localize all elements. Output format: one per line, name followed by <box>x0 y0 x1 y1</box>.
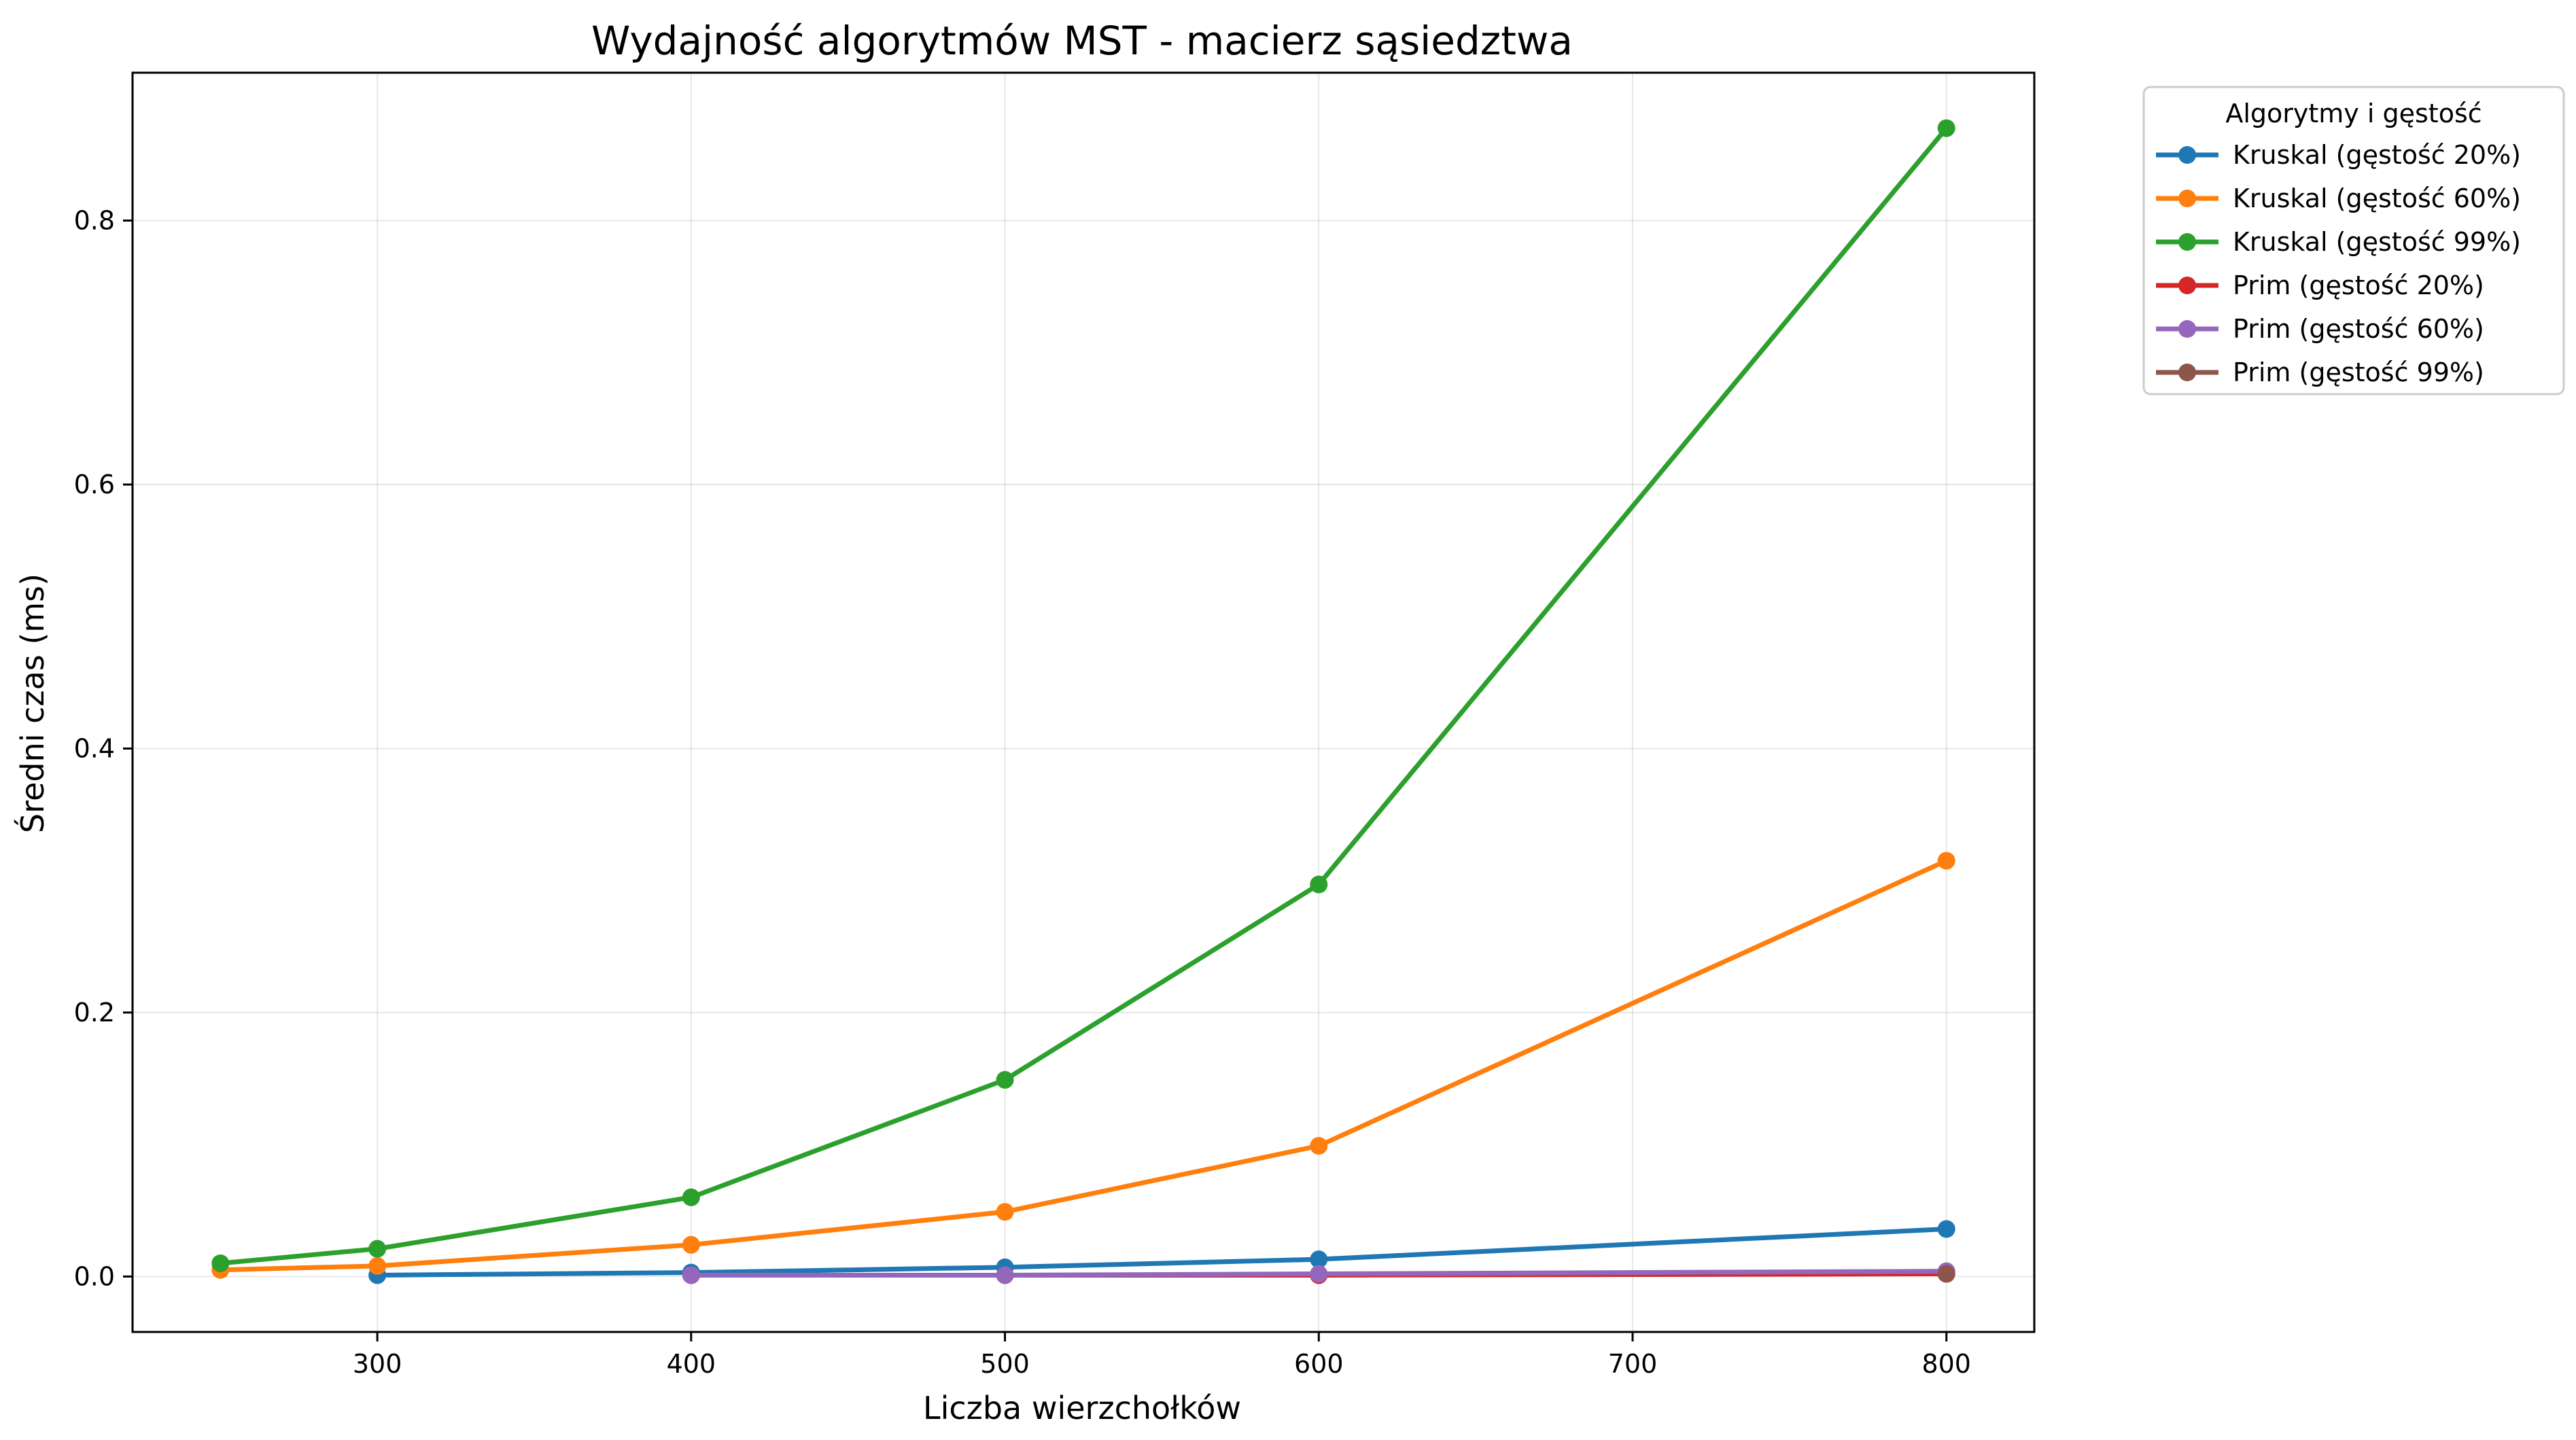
legend-item: Kruskal (gęstość 20%) <box>2156 140 2521 170</box>
legend-item: Kruskal (gęstość 60%) <box>2156 183 2521 213</box>
series-layer <box>211 119 1955 1284</box>
data-point <box>1937 119 1955 137</box>
y-tick-label: 0.6 <box>74 470 115 499</box>
legend: Algorytmy i gęstość Kruskal (gęstość 20%… <box>2142 86 2565 396</box>
data-point <box>211 1254 230 1272</box>
y-tick-label: 0.8 <box>74 206 115 236</box>
legend-marker <box>2178 320 2196 338</box>
data-point <box>996 1203 1014 1221</box>
legend-title: Algorytmy i gęstość <box>2225 99 2482 128</box>
legend-label: Prim (gęstość 20%) <box>2233 270 2484 300</box>
x-tick-label: 800 <box>1921 1349 1971 1379</box>
legend-item: Prim (gęstość 99%) <box>2156 357 2484 387</box>
legend-marker <box>2178 233 2196 251</box>
legend-marker <box>2178 277 2196 294</box>
legend-marker <box>2178 146 2196 164</box>
legend-label: Kruskal (gęstość 99%) <box>2233 227 2521 257</box>
y-tick-label: 0.4 <box>74 733 115 763</box>
legend-label: Prim (gęstość 60%) <box>2233 314 2484 344</box>
legend-box <box>2142 86 2565 396</box>
y-tick-label: 0.2 <box>74 998 115 1028</box>
legend-item: Prim (gęstość 60%) <box>2156 314 2484 344</box>
data-point <box>1310 1137 1328 1155</box>
data-point <box>368 1257 387 1275</box>
y-axis-label: Średni czas (ms) <box>14 574 51 833</box>
data-point <box>1937 1220 1955 1238</box>
x-tick-label: 500 <box>980 1349 1030 1379</box>
data-point <box>1937 851 1955 870</box>
x-axis-ticks: 300 400 500 600 700 800 <box>353 1332 1971 1379</box>
legend-label: Kruskal (gęstość 60%) <box>2233 183 2521 213</box>
series-prim-g-sto-99 <box>1937 1265 1955 1283</box>
data-point <box>1310 875 1328 894</box>
data-point <box>682 1235 700 1254</box>
legend-item: Kruskal (gęstość 99%) <box>2156 227 2521 257</box>
legend-label: Prim (gęstość 99%) <box>2233 357 2484 387</box>
series-line <box>689 1269 1949 1278</box>
y-axis-ticks: 0.0 0.2 0.4 0.6 0.8 <box>74 206 133 1291</box>
data-point <box>996 1071 1014 1089</box>
x-tick-label: 600 <box>1294 1349 1344 1379</box>
legend-item: Prim (gęstość 20%) <box>2156 270 2484 300</box>
data-point <box>1937 1265 1955 1283</box>
x-axis-label: Liczba wierzchołków <box>923 1390 1241 1426</box>
grid <box>133 73 2034 1332</box>
series-kruskal-g-sto-99 <box>211 119 1955 1272</box>
legend-entries: Kruskal (gęstość 20%) Kruskal (gęstość 60… <box>2156 140 2521 387</box>
y-tick-label: 0.0 <box>74 1261 115 1291</box>
legend-label: Kruskal (gęstość 20%) <box>2233 140 2521 170</box>
data-point <box>368 1240 387 1258</box>
legend-marker <box>2178 364 2196 381</box>
x-tick-label: 400 <box>667 1349 716 1379</box>
series-line <box>217 858 1949 1273</box>
data-point <box>996 1266 1014 1284</box>
data-point <box>1310 1265 1328 1283</box>
chart-title: Wydajność algorytmów MST - macierz sąsie… <box>591 18 1573 64</box>
data-point <box>682 1266 700 1284</box>
x-tick-label: 700 <box>1608 1349 1658 1379</box>
plot-area-frame <box>131 71 2036 1333</box>
data-point <box>1310 1250 1328 1269</box>
data-point <box>682 1188 700 1206</box>
series-line <box>217 126 1949 1266</box>
legend-marker <box>2178 190 2196 207</box>
x-tick-label: 300 <box>353 1349 402 1379</box>
